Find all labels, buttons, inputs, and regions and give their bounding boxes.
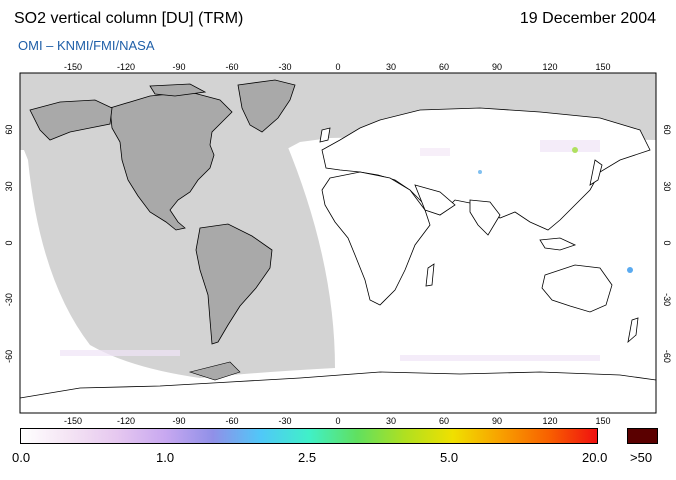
lon-tick-label: 120 [542,62,557,72]
lon-tick-label: 0 [335,416,340,425]
land-antarctic-peninsula [188,361,241,381]
map-title: SO2 vertical column [DU] (TRM) [14,10,244,27]
land-greenland [237,79,296,133]
lon-tick-label: -150 [64,416,82,425]
lon-tick-label: 150 [595,62,610,72]
lat-tick-label: 30 [662,181,672,191]
so2-patch [540,140,600,152]
lon-tick-label: -30 [278,62,291,72]
lat-tick-label: 0 [662,240,672,245]
lon-tick-label: -60 [225,62,238,72]
land-south-america [195,223,273,345]
lon-tick-label: 90 [492,62,502,72]
lon-tick-label: 150 [595,416,610,425]
lon-tick-label: -90 [172,416,185,425]
land-uk [319,127,331,143]
land-japan [589,159,603,186]
lat-tick-label: 0 [4,240,14,245]
lon-tick-label: 0 [335,62,340,72]
colorbar-label-1: 1.0 [156,450,175,465]
lon-tick-label: -60 [225,416,238,425]
land-arabia [414,184,456,216]
lon-tick-label: -90 [172,62,185,72]
colorbar-overflow-swatch [627,428,658,444]
land-alaska [29,99,113,141]
lat-tick-label: -60 [662,350,672,363]
lon-tick-label: -120 [117,416,135,425]
lon-tick-label: 120 [542,416,557,425]
land-indonesia [539,237,577,251]
lat-ticks-right: 60 30 0 -30 -60 [662,125,672,363]
colorbar-label-3: 5.0 [440,450,459,465]
lon-ticks-top: -150 -120 -90 -60 -30 0 30 60 90 120 150 [64,62,611,72]
map-date: 19 December 2004 [519,10,656,27]
lon-tick-label: -30 [278,416,291,425]
lat-tick-label: -30 [662,293,672,306]
lon-tick-label: 60 [439,62,449,72]
so2-spot [627,267,633,273]
lon-tick-label: -120 [117,62,135,72]
land-new-zealand [627,317,639,344]
lat-tick-label: -30 [4,293,14,306]
no-data-region-west [20,140,335,378]
land-india [469,199,501,236]
lon-tick-label: -150 [64,62,82,72]
so2-patch [60,350,180,356]
land-north-america [109,91,233,231]
map-area [20,73,656,413]
credit-line: OMI – KNMI/FMI/NASA [18,38,155,53]
lon-tick-label: 30 [386,62,396,72]
so2-patch [420,148,450,156]
so2-patch [400,355,600,361]
lat-tick-label: 60 [662,125,672,135]
lon-tick-label: 30 [386,416,396,425]
land-australia [541,264,613,313]
lon-tick-label: 60 [439,416,449,425]
land-antarctica [20,371,656,413]
colorbar-label-4: 20.0 [582,450,608,465]
colorbar-label-0: 0.0 [12,450,31,465]
colorbar-label-2: 2.5 [298,450,317,465]
lat-tick-label: -60 [4,350,14,363]
map-frame [19,72,657,414]
lon-ticks-bottom: -150 -120 -90 -60 -30 0 30 60 90 120 150 [64,416,611,425]
map-svg: -150 -120 -90 -60 -30 0 30 60 90 120 150 -150 -120-… [4,62,672,425]
lon-tick-label: 90 [492,416,502,425]
colorbar-over-label: >50 [630,450,653,465]
so2-spot [478,170,482,174]
colorbar-gradient [20,428,598,444]
land-arctic-islands [149,83,207,97]
so2-spot [572,147,578,153]
land-madagascar [425,263,435,287]
lat-tick-label: 60 [4,125,14,135]
lat-ticks-left: 60 30 0 -30 -60 [4,125,14,363]
lat-tick-label: 30 [4,181,14,191]
land-africa [321,171,431,306]
